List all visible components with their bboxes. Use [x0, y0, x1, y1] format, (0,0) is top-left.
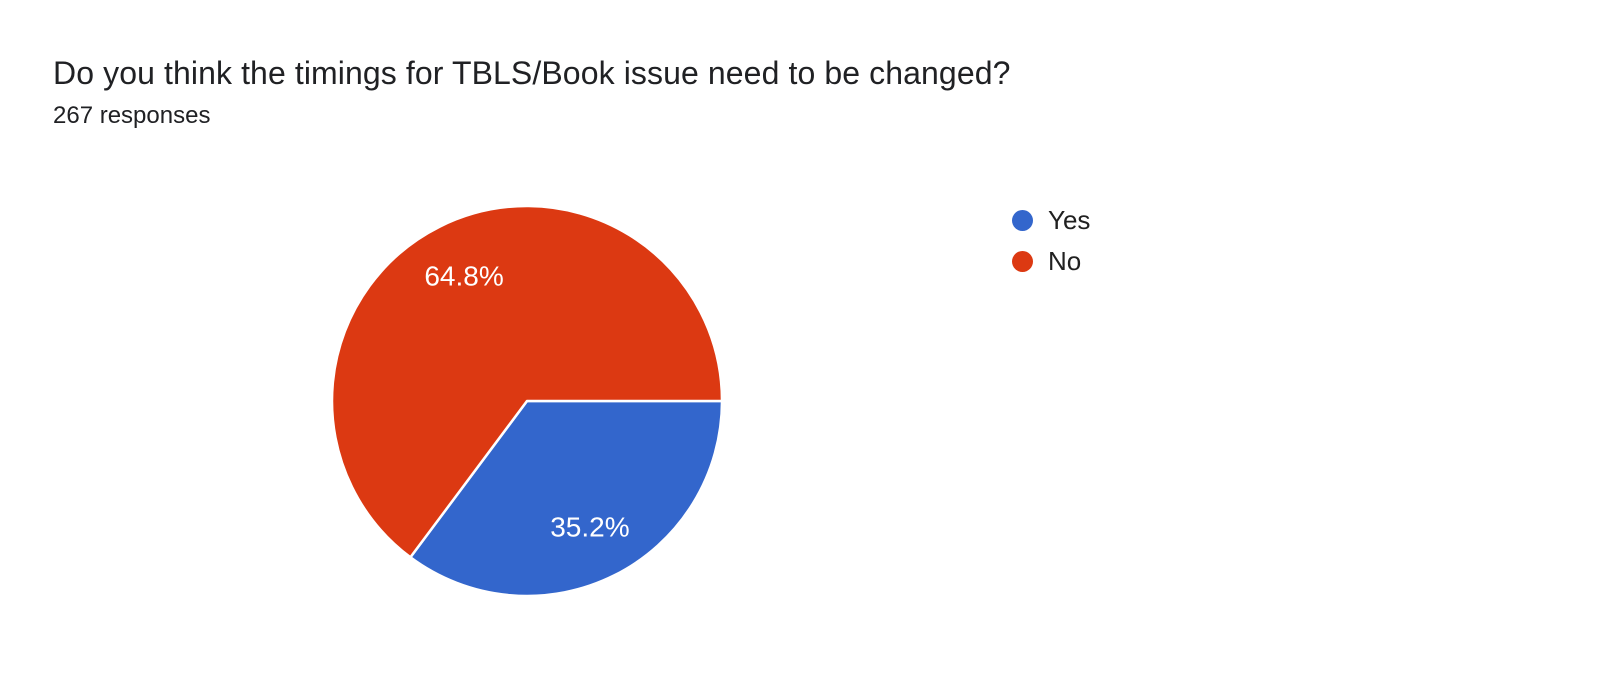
pie-slice-yes[interactable] [409, 399, 724, 598]
pie-chart: 35.2% 64.8% [330, 204, 724, 598]
pie-slice-no[interactable] [330, 204, 724, 559]
legend-label-no: No [1048, 245, 1082, 276]
responses-count: 267 responses [53, 102, 211, 129]
legend-dot-no [1012, 250, 1033, 272]
question-title: Do you think the timings for TBLS/Book i… [53, 55, 1011, 91]
legend-label-yes: Yes [1048, 204, 1091, 235]
legend-dot-yes [1012, 209, 1033, 231]
legend: Yes No [1012, 205, 1090, 276]
legend-item-no: No [1012, 246, 1090, 276]
legend-item-yes: Yes [1012, 205, 1090, 235]
pie-slice-label-yes: 35.2% [550, 511, 629, 542]
pie-slice-label-no: 64.8% [424, 260, 503, 291]
